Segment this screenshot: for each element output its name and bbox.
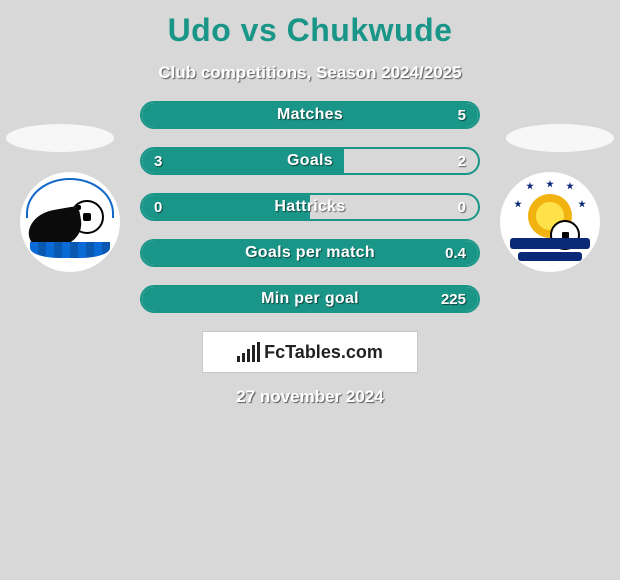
stat-row-mpg: Min per goal 225 — [140, 285, 480, 313]
stats-rows: Matches 5 3 Goals 2 0 Hattricks 0 Goals … — [140, 101, 480, 313]
comparison-card: Udo vs Chukwude Club competitions, Seaso… — [0, 0, 620, 407]
stat-right-value: 5 — [458, 103, 466, 127]
sunshine-stars-club-icon — [500, 172, 600, 272]
stat-right-value: 0 — [458, 195, 466, 219]
fctables-link[interactable]: FcTables.com — [202, 331, 418, 373]
club-badge-left — [20, 172, 120, 272]
stat-label: Goals per match — [142, 244, 478, 262]
club-badge-right — [500, 172, 600, 272]
stat-row-hattricks: 0 Hattricks 0 — [140, 193, 480, 221]
card-title: Udo vs Chukwude — [168, 12, 453, 49]
dolphin-club-icon — [20, 172, 120, 272]
player-avatar-placeholder-left — [6, 124, 114, 152]
brand-text: FcTables.com — [264, 342, 383, 363]
stat-right-value: 0.4 — [445, 241, 466, 265]
bar-chart-icon — [237, 342, 260, 362]
stat-label: Hattricks — [142, 198, 478, 216]
stat-label: Matches — [142, 106, 478, 124]
stat-row-gpm: Goals per match 0.4 — [140, 239, 480, 267]
stat-row-matches: Matches 5 — [140, 101, 480, 129]
stat-right-value: 2 — [458, 149, 466, 173]
stat-label: Goals — [142, 152, 478, 170]
player-avatar-placeholder-right — [506, 124, 614, 152]
card-date: 27 november 2024 — [236, 387, 383, 407]
stat-label: Min per goal — [142, 290, 478, 308]
card-subtitle: Club competitions, Season 2024/2025 — [158, 63, 461, 83]
stat-right-value: 225 — [441, 287, 466, 311]
stat-row-goals: 3 Goals 2 — [140, 147, 480, 175]
